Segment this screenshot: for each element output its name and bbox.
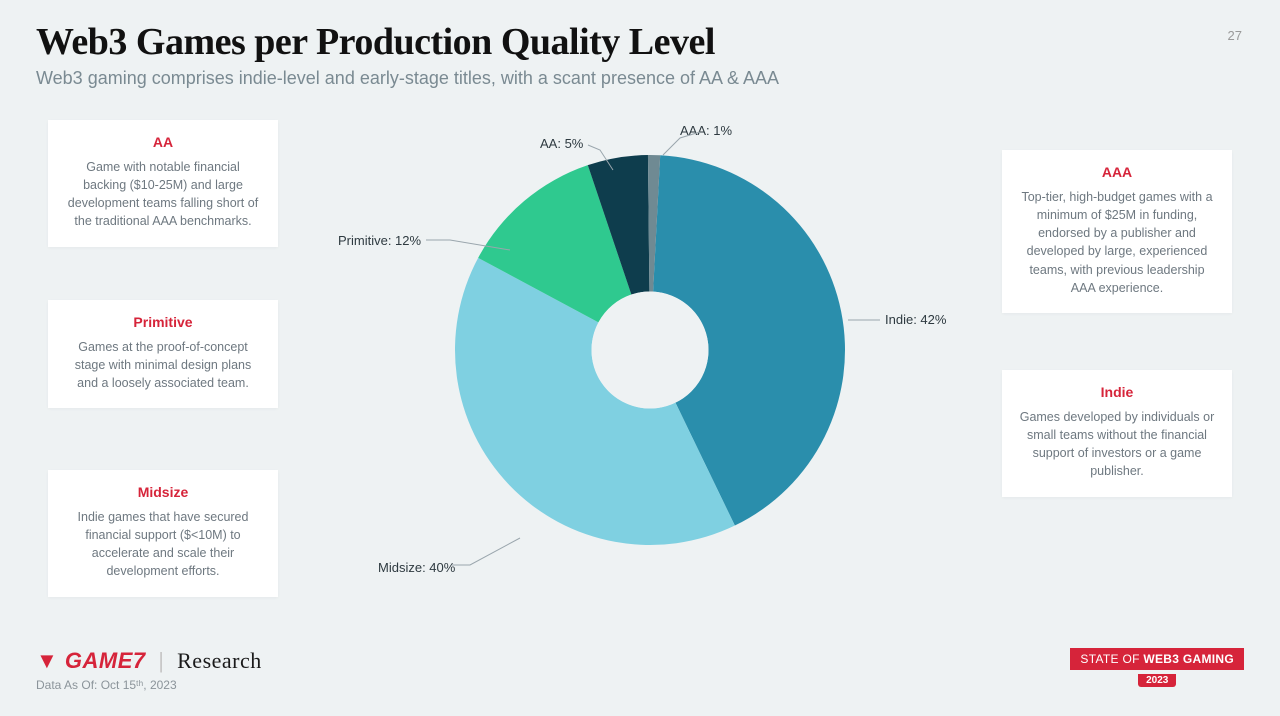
footer-right: STATE OF WEB3 GAMING 2023	[1070, 648, 1244, 688]
page-title: Web3 Games per Production Quality Level	[36, 20, 715, 64]
label-aaa: AAA: 1%	[680, 123, 732, 138]
card-primitive-title: Primitive	[64, 314, 262, 330]
card-aaa-body: Top-tier, high-budget games with a minim…	[1018, 188, 1216, 297]
page-subtitle: Web3 gaming comprises indie-level and ea…	[36, 68, 779, 89]
label-indie: Indie: 42%	[885, 312, 946, 327]
badge-main: WEB3 GAMING	[1143, 652, 1234, 666]
card-midsize-body: Indie games that have secured financial …	[64, 508, 262, 581]
badge-prefix: STATE OF	[1080, 652, 1143, 666]
label-midsize: Midsize: 40%	[378, 560, 455, 575]
data-as-of: Data As Of: Oct 15ᵗʰ, 2023	[36, 678, 262, 692]
logo-mark-icon: ▼	[36, 648, 58, 673]
card-indie-body: Games developed by individuals or small …	[1018, 408, 1216, 481]
state-badge: STATE OF WEB3 GAMING	[1070, 648, 1244, 670]
donut-chart	[430, 130, 870, 570]
brand-game7: GAME7	[65, 648, 146, 673]
card-aa-title: AA	[64, 134, 262, 150]
donut-hole	[592, 292, 709, 409]
card-primitive-body: Games at the proof-of-concept stage with…	[64, 338, 262, 392]
brand-sep: |	[158, 648, 164, 673]
label-aa: AA: 5%	[540, 136, 583, 151]
brand-research: Research	[177, 648, 262, 673]
card-aa-body: Game with notable financial backing ($10…	[64, 158, 262, 231]
card-aa: AA Game with notable financial backing (…	[48, 120, 278, 247]
card-indie-title: Indie	[1018, 384, 1216, 400]
badge-year: 2023	[1138, 674, 1176, 687]
card-aaa: AAA Top-tier, high-budget games with a m…	[1002, 150, 1232, 313]
footer-left: ▼ GAME7 | Research Data As Of: Oct 15ᵗʰ,…	[36, 648, 262, 692]
card-midsize-title: Midsize	[64, 484, 262, 500]
card-midsize: Midsize Indie games that have secured fi…	[48, 470, 278, 597]
brand: ▼ GAME7 | Research	[36, 648, 262, 674]
card-indie: Indie Games developed by individuals or …	[1002, 370, 1232, 497]
card-aaa-title: AAA	[1018, 164, 1216, 180]
label-primitive: Primitive: 12%	[338, 233, 421, 248]
page-number: 27	[1228, 28, 1242, 43]
card-primitive: Primitive Games at the proof-of-concept …	[48, 300, 278, 408]
